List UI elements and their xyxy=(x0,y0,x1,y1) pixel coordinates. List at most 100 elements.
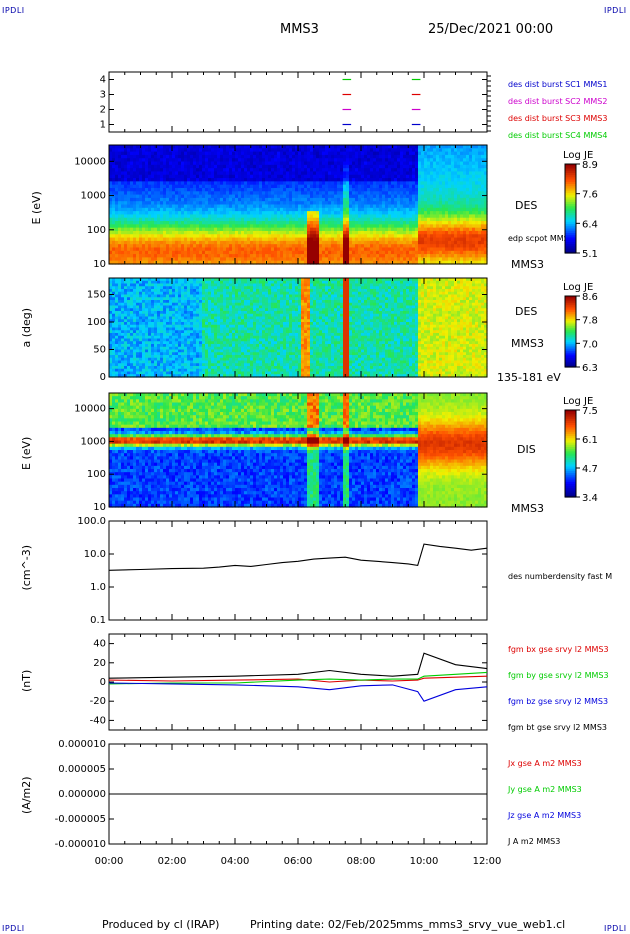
spectrogram-cell xyxy=(202,221,206,225)
spectrogram-cell xyxy=(232,201,236,206)
spectrogram-cell xyxy=(187,250,191,255)
spectrogram-cell xyxy=(115,201,119,206)
burst-panel-frame xyxy=(108,71,488,133)
spectrogram-cell xyxy=(166,148,170,153)
spectrogram-cell xyxy=(121,260,125,265)
des-energy-spacecraft-label: MMS3 xyxy=(511,258,544,271)
spectrogram-cell xyxy=(145,234,149,239)
spectrogram-cell xyxy=(151,254,155,258)
spectrogram-cell xyxy=(223,240,227,245)
spectrogram-cell xyxy=(133,207,137,212)
spectrogram-cell xyxy=(181,234,185,239)
spectrogram-cell xyxy=(196,201,200,206)
spectrogram-cell xyxy=(154,244,158,249)
spectrogram-cell xyxy=(160,224,164,229)
spectrogram-cell xyxy=(124,171,128,176)
spectrogram-cell xyxy=(190,260,194,265)
spectrogram-cell xyxy=(220,145,224,149)
spectrogram-cell xyxy=(151,158,155,163)
spectrogram-cell xyxy=(130,145,134,149)
spectrogram-cell xyxy=(127,171,131,176)
spectrogram-cell xyxy=(124,184,128,189)
spectrogram-cell xyxy=(190,148,194,153)
spectrogram-cell xyxy=(112,171,116,176)
spectrogram-cell xyxy=(157,230,161,235)
spectrogram-cell xyxy=(238,197,242,202)
spectrogram-cell xyxy=(121,194,125,199)
spectrogram-cell xyxy=(139,194,143,199)
spectrogram-cell xyxy=(130,260,134,265)
spectrogram-cell xyxy=(145,148,149,153)
spectrogram-cell xyxy=(136,201,140,206)
spectrogram-cell xyxy=(157,145,161,149)
spectrogram-cell xyxy=(166,227,170,232)
spectrogram-cell xyxy=(157,227,161,232)
spectrogram-cell xyxy=(235,260,239,265)
spectrogram-cell xyxy=(160,184,164,189)
spectrogram-cell xyxy=(178,174,182,179)
spectrogram-cell xyxy=(211,145,215,149)
spectrogram-cell xyxy=(175,151,179,156)
spectrogram-cell xyxy=(235,184,239,189)
spectrogram-cell xyxy=(220,191,224,196)
spectrogram-cell xyxy=(211,247,215,252)
spectrogram-cell xyxy=(118,224,122,229)
spectrogram-cell xyxy=(115,217,119,222)
spectrogram-cell xyxy=(145,168,149,173)
spectrogram-cell xyxy=(229,254,233,258)
spectrogram-cell xyxy=(127,154,131,159)
spectrogram-cell xyxy=(229,184,233,189)
spectrogram-cell xyxy=(226,164,230,169)
spectrogram-cell xyxy=(202,217,206,222)
spectrogram-cell xyxy=(154,224,158,229)
spectrogram-cell xyxy=(202,148,206,153)
spectrogram-cell xyxy=(127,184,131,189)
spectrogram-cell xyxy=(232,257,236,262)
spectrogram-cell xyxy=(175,227,179,232)
spectrogram-cell xyxy=(136,168,140,173)
spectrogram-cell xyxy=(124,178,128,182)
spectrogram-cell xyxy=(220,247,224,252)
spectrogram-cell xyxy=(148,211,152,216)
spectrogram-cell xyxy=(130,164,134,169)
spectrogram-cell xyxy=(220,201,224,206)
spectrogram-cell xyxy=(229,145,233,149)
spectrogram-cell xyxy=(220,221,224,225)
spectrogram-cell xyxy=(229,181,233,186)
spectrogram-cell xyxy=(157,197,161,202)
spectrogram-cell xyxy=(151,221,155,225)
spectrogram-cell xyxy=(115,184,119,189)
spectrogram-cell xyxy=(154,174,158,179)
spectrogram-cell xyxy=(184,211,188,216)
spectrogram-cell xyxy=(112,250,116,255)
spectrogram-cell xyxy=(199,201,203,206)
spectrogram-cell xyxy=(118,211,122,216)
spectrogram-cell xyxy=(124,257,128,262)
spectrogram-cell xyxy=(121,237,125,242)
spectrogram-cell xyxy=(112,204,116,209)
spectrogram-cell xyxy=(217,221,221,225)
des-energy-spectrogram xyxy=(109,145,488,265)
spectrogram-cell xyxy=(205,214,209,219)
spectrogram-cell xyxy=(142,244,146,249)
spectrogram-cell xyxy=(223,171,227,176)
spectrogram-cell xyxy=(223,181,227,186)
y-tick-label: 4 xyxy=(100,75,106,86)
spectrogram-cell xyxy=(130,224,134,229)
spectrogram-cell xyxy=(163,201,167,206)
spectrogram-cell xyxy=(133,214,137,219)
spectrogram-cell xyxy=(151,240,155,245)
spectrogram-cell xyxy=(157,168,161,173)
spectrogram-cell xyxy=(109,257,113,262)
spectrogram-cell xyxy=(232,197,236,202)
spectrogram-cell xyxy=(154,194,158,199)
spectrogram-cell xyxy=(184,171,188,176)
spectrogram-cell xyxy=(226,204,230,209)
spectrogram-cell xyxy=(145,244,149,249)
spectrogram-cell xyxy=(169,204,173,209)
spectrogram-cell xyxy=(139,224,143,229)
spectrogram-cell xyxy=(160,244,164,249)
spectrogram-cell xyxy=(136,187,140,192)
spectrogram-cell xyxy=(184,230,188,235)
spectrogram-cell xyxy=(199,164,203,169)
